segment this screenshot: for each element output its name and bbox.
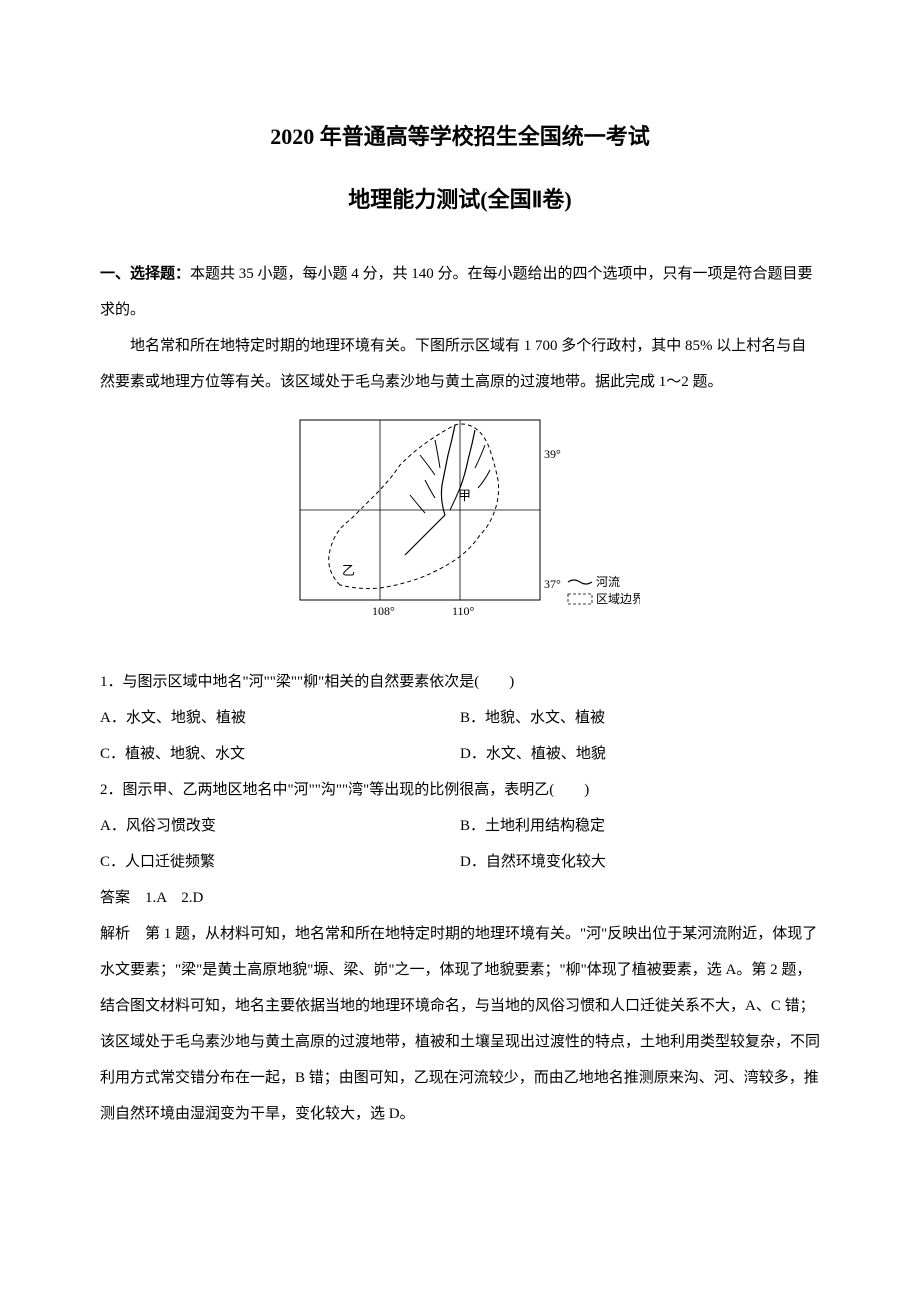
q2-option-c: C．人口迁徙频繁 [100, 844, 460, 880]
map-svg: 甲 乙 39° 37° 108° 110° 河流 区域边界 [280, 410, 640, 640]
map-lon-right: 110° [452, 604, 475, 618]
explanation-label: 解析 [100, 925, 130, 942]
legend-river-label: 河流 [596, 575, 620, 589]
q2-option-b: B．土地利用结构稳定 [460, 808, 820, 844]
map-label-yi: 乙 [342, 563, 355, 578]
q1-option-b: B．地貌、水文、植被 [460, 700, 820, 736]
explanation-text: 第 1 题，从材料可知，地名常和所在地特定时期的地理环境有关。"河"反映出位于某… [100, 926, 820, 1122]
section-heading-rest: 本题共 35 小题，每小题 4 分，共 140 分。在每小题给出的四个选项中，只… [100, 266, 813, 318]
passage: 地名常和所在地特定时期的地理环境有关。下图所示区域有 1 700 多个行政村，其… [100, 328, 820, 400]
answer-line: 答案 1.A 2.D [100, 880, 820, 916]
q2-option-d: D．自然环境变化较大 [460, 844, 820, 880]
q1-option-c: C．植被、地貌、水文 [100, 736, 460, 772]
title-main: 2020 年普通高等学校招生全国统一考试 [100, 120, 820, 153]
map-lat-bottom: 37° [544, 577, 561, 591]
map-figure: 甲 乙 39° 37° 108° 110° 河流 区域边界 [100, 410, 820, 654]
title-sub: 地理能力测试(全国Ⅱ卷) [100, 183, 820, 216]
q2-stem: 2．图示甲、乙两地区地名中"河""沟""湾"等出现的比例很高，表明乙( ) [100, 772, 820, 808]
map-lon-left: 108° [372, 604, 395, 618]
q2-options: A．风俗习惯改变 B．土地利用结构稳定 C．人口迁徙频繁 D．自然环境变化较大 [100, 808, 820, 880]
map-lat-top: 39° [544, 447, 561, 461]
answer-text: 1.A 2.D [130, 890, 203, 906]
section-heading: 一、选择题：本题共 35 小题，每小题 4 分，共 140 分。在每小题给出的四… [100, 256, 820, 328]
q1-option-d: D．水文、植被、地貌 [460, 736, 820, 772]
answer-label: 答案 [100, 889, 130, 906]
legend-boundary-label: 区域边界 [596, 592, 640, 606]
q1-stem: 1．与图示区域中地名"河""梁""柳"相关的自然要素依次是( ) [100, 664, 820, 700]
q1-options: A．水文、地貌、植被 B．地貌、水文、植被 C．植被、地貌、水文 D．水文、植被… [100, 700, 820, 772]
map-label-jia: 甲 [458, 488, 471, 503]
explanation: 解析 第 1 题，从材料可知，地名常和所在地特定时期的地理环境有关。"河"反映出… [100, 916, 820, 1132]
q2-option-a: A．风俗习惯改变 [100, 808, 460, 844]
section-heading-bold: 一、选择题： [100, 266, 190, 282]
q1-option-a: A．水文、地貌、植被 [100, 700, 460, 736]
